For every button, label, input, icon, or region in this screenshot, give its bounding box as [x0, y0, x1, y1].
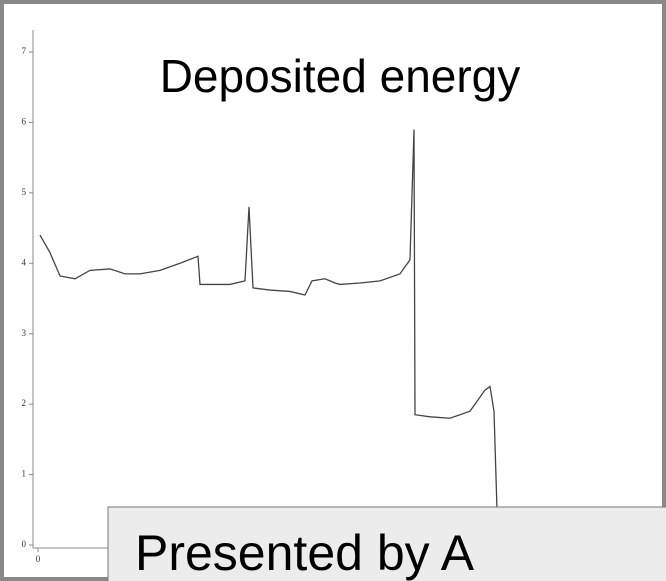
y-tick-label: 2	[22, 398, 27, 408]
y-tick-label: 7	[22, 46, 27, 56]
y-tick-label: 5	[22, 187, 27, 197]
caption-box	[107, 506, 666, 581]
chart-title: Deposited energy	[160, 50, 521, 102]
y-tick-label: 1	[22, 469, 27, 479]
y-tick-label: 0	[22, 539, 27, 549]
y-tick-label: 3	[22, 328, 27, 338]
caption: Presented by A	[135, 525, 475, 581]
y-tick-label: 6	[22, 116, 27, 126]
y-tick-label: 4	[22, 257, 27, 267]
x-tick-label: 0	[36, 554, 41, 564]
line	[39, 129, 499, 546]
